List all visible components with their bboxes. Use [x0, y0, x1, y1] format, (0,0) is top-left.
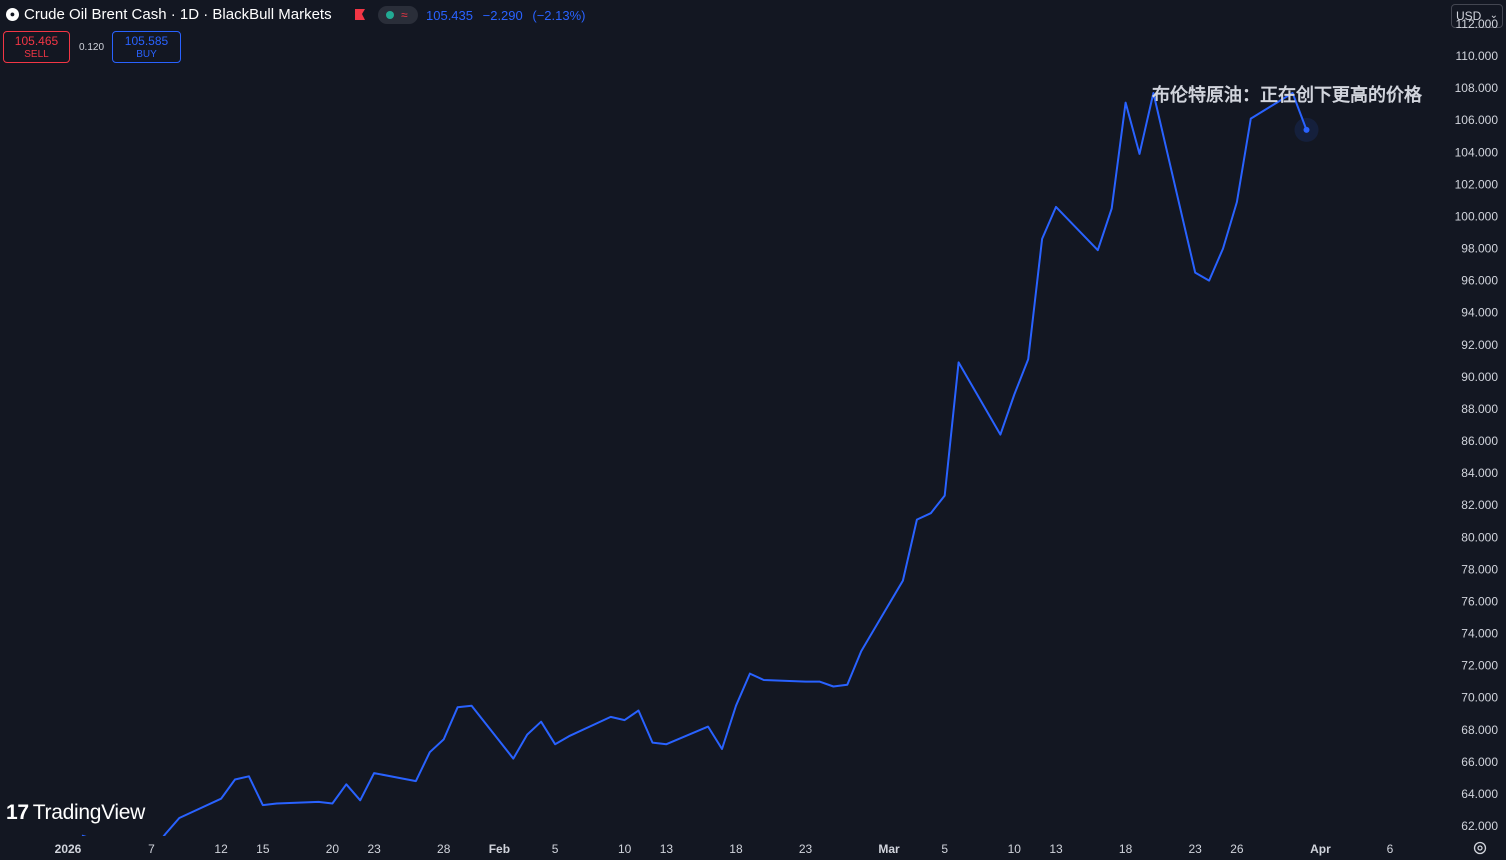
y-tick-label: 108.000 — [1455, 81, 1499, 95]
y-tick-label: 96.000 — [1461, 274, 1498, 288]
currency-value: USD — [1456, 9, 1482, 23]
currency-select[interactable]: USD ⌄ — [1451, 4, 1503, 28]
x-tick-label: Mar — [878, 842, 900, 856]
last-price: 105.435 — [426, 8, 473, 23]
y-tick-label: 110.000 — [1456, 49, 1499, 63]
y-tick-label: 78.000 — [1461, 562, 1498, 576]
tradingview-watermark[interactable]: 17 TradingView — [6, 801, 145, 825]
y-tick-label: 90.000 — [1461, 370, 1498, 384]
y-tick-label: 86.000 — [1461, 434, 1498, 448]
sell-price: 105.465 — [14, 34, 59, 48]
y-tick-label: 68.000 — [1461, 723, 1498, 737]
x-tick-label: 6 — [1387, 842, 1394, 856]
y-tick-label: 98.000 — [1461, 242, 1498, 256]
x-tick-label: 5 — [941, 842, 948, 856]
y-tick-label: 62.000 — [1461, 819, 1498, 833]
x-tick-label: 18 — [729, 842, 743, 856]
buy-button[interactable]: 105.585 BUY — [112, 31, 181, 63]
market-status-pill[interactable]: ≈ — [378, 6, 418, 24]
x-tick-label: 13 — [660, 842, 674, 856]
x-tick-label: 18 — [1119, 842, 1133, 856]
last-price-marker — [1294, 117, 1319, 142]
y-tick-label: 76.000 — [1461, 594, 1498, 608]
price-change: −2.290 — [482, 8, 523, 23]
x-tick-label: 20 — [326, 842, 340, 856]
time-axis: 2026 7 12 15 20 23 28 Feb 5 10 13 18 23 Mar 5 10 13 18 23 2… — [55, 842, 1394, 856]
x-tick-label: 23 — [367, 842, 381, 856]
x-tick-label: Feb — [489, 842, 510, 856]
y-tick-label: 72.000 — [1461, 659, 1498, 673]
x-tick-label: 10 — [618, 842, 632, 856]
y-tick-label: 106.000 — [1455, 113, 1499, 127]
sell-label: SELL — [24, 49, 49, 60]
y-tick-label: 84.000 — [1461, 466, 1498, 480]
x-tick-label: 23 — [799, 842, 813, 856]
y-tick-label: 100.000 — [1455, 209, 1499, 223]
sell-button[interactable]: 105.465 SELL — [3, 31, 70, 63]
x-tick-label: 28 — [437, 842, 451, 856]
tradingview-logo-icon: 17 — [6, 801, 29, 824]
x-tick-label: 13 — [1049, 842, 1063, 856]
y-tick-label: 70.000 — [1461, 691, 1498, 705]
series-line — [81, 92, 1308, 836]
last-point-dot — [1303, 126, 1310, 133]
price-change-pct: (−2.13%) — [532, 8, 586, 23]
buy-price: 105.585 — [124, 34, 169, 48]
x-tick-label: 12 — [214, 842, 228, 856]
chevron-down-icon: ⌄ — [1489, 10, 1498, 21]
price-axis: 112.000 110.000 108.000 106.000 104.000 102.0… — [1455, 17, 1499, 833]
droplet-icon[interactable]: ● — [6, 8, 19, 21]
y-tick-label: 104.000 — [1455, 145, 1499, 159]
chart-annotation: 布伦特原油：正在创下更高的价格 — [1152, 84, 1423, 106]
x-tick-label: 2026 — [55, 842, 82, 856]
x-tick-label: 5 — [552, 842, 559, 856]
y-tick-label: 74.000 — [1461, 627, 1498, 641]
spread-value: 0.120 — [79, 42, 105, 53]
buy-label: BUY — [136, 49, 157, 60]
gear-icon[interactable] — [1472, 840, 1488, 856]
y-tick-label: 112.000 — [1456, 17, 1499, 31]
x-tick-label: 26 — [1230, 842, 1244, 856]
y-tick-label: 82.000 — [1461, 498, 1498, 512]
y-tick-label: 92.000 — [1461, 338, 1498, 352]
x-tick-label: Apr — [1310, 842, 1331, 856]
y-tick-label: 64.000 — [1461, 787, 1498, 801]
chart-header: ● Crude Oil Brent Cash · 1D · BlackBull … — [0, 0, 1450, 30]
symbol-title[interactable]: Crude Oil Brent Cash · 1D · BlackBull Ma… — [24, 6, 332, 23]
y-tick-label: 80.000 — [1461, 530, 1498, 544]
market-open-dot-icon — [386, 11, 394, 19]
watermark-text: TradingView — [32, 801, 146, 824]
y-tick-label: 66.000 — [1461, 755, 1498, 769]
y-tick-label: 102.000 — [1455, 177, 1499, 191]
x-tick-label: 23 — [1188, 842, 1202, 856]
y-tick-label: 94.000 — [1461, 306, 1498, 320]
y-tick-label: 88.000 — [1461, 402, 1498, 416]
quote-line: 105.435 −2.290 (−2.13%) — [426, 8, 592, 23]
flag-icon[interactable] — [354, 9, 366, 21]
x-tick-label: 10 — [1008, 842, 1022, 856]
wave-icon: ≈ — [401, 8, 408, 22]
x-tick-label: 7 — [148, 842, 155, 856]
x-tick-label: 15 — [256, 842, 270, 856]
